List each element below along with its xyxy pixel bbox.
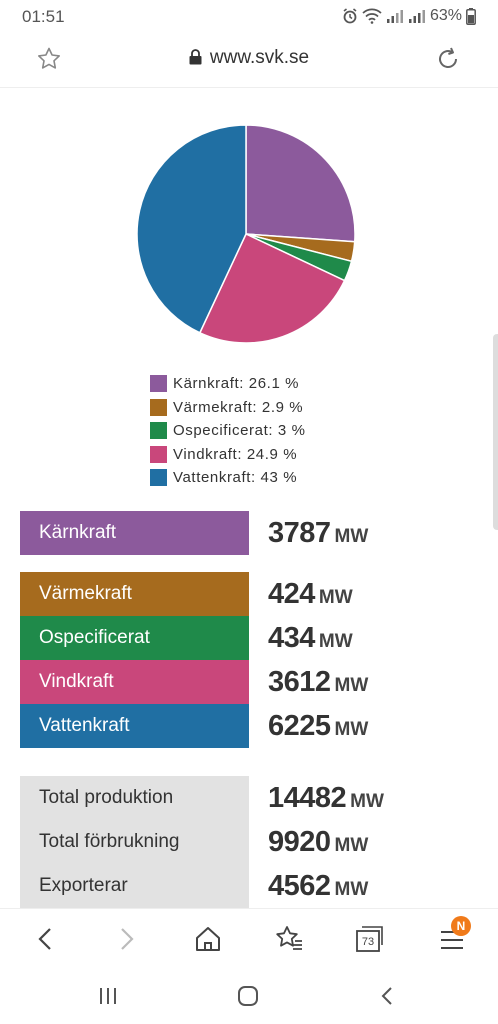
menu-badge: N	[451, 916, 471, 936]
legend-swatch	[150, 469, 167, 487]
lock-icon	[189, 49, 202, 65]
pie-chart-svg	[136, 124, 356, 344]
row-label: Exporterar	[20, 864, 249, 908]
legend-swatch	[150, 422, 167, 440]
battery-percent: 63%	[429, 7, 462, 24]
row-value: 9920 MW	[268, 820, 368, 864]
total-row: Total förbrukning 9920 MW	[20, 820, 480, 864]
value-number: 434	[268, 622, 315, 654]
star-icon[interactable]	[36, 46, 62, 72]
value-number: 6225	[268, 710, 331, 742]
home-nav-icon[interactable]	[236, 984, 260, 1008]
page-content: Kärnkraft: 26.1 % Värmekraft: 2.9 % Ospeci…	[0, 88, 498, 908]
total-row: Exporterar 4562 MW	[20, 864, 480, 908]
legend-label: Kärnkraft: 26.1 %	[173, 375, 300, 393]
tabs-count: 73	[361, 936, 375, 948]
row-value: 434 MW	[268, 616, 353, 660]
value-number: 4562	[268, 870, 331, 902]
row-label: Ospecificerat	[20, 616, 249, 660]
status-time: 01:51	[22, 7, 65, 26]
row-label: Värmekraft	[20, 572, 249, 616]
legend-item: Vindkraft: 24.9 %	[150, 443, 306, 467]
value-number: 14482	[268, 782, 347, 814]
legend-swatch	[150, 445, 167, 463]
pie-chart	[130, 118, 362, 350]
status-icons: 63%	[342, 7, 476, 25]
chart-legend: Kärnkraft: 26.1 % Värmekraft: 2.9 % Ospeci…	[150, 372, 306, 490]
legend-label: Värmekraft: 2.9 %	[173, 398, 304, 416]
value-unit: MW	[334, 526, 369, 547]
value-number: 3612	[268, 666, 331, 698]
reload-icon[interactable]	[434, 45, 462, 73]
legend-swatch	[150, 398, 167, 416]
back-icon[interactable]	[30, 923, 62, 955]
value-unit: MW	[350, 791, 384, 812]
forward-icon[interactable]	[110, 923, 142, 955]
recent-apps-icon[interactable]	[96, 984, 120, 1008]
row-label: Total produktion	[20, 776, 249, 820]
browser-toolbar: 73 N	[0, 908, 498, 968]
production-row: Vattenkraft 6225 MW	[20, 704, 480, 748]
legend-item: Värmekraft: 2.9 %	[150, 396, 306, 420]
value-number: 9920	[268, 826, 331, 858]
edge-panel-handle[interactable]	[493, 334, 498, 530]
signal-icon	[408, 10, 425, 23]
value-unit: MW	[334, 879, 369, 900]
battery-icon	[466, 7, 476, 25]
address-bar: www.svk.se	[0, 34, 498, 88]
signal-icon	[386, 10, 403, 23]
row-label: Total förbrukning	[20, 820, 249, 864]
row-value: 14482 MW	[268, 776, 384, 820]
legend-label: Ospecificerat: 3 %	[173, 422, 306, 440]
value-unit: MW	[318, 631, 353, 652]
legend-label: Vindkraft: 24.9 %	[173, 445, 298, 463]
value-unit: MW	[334, 835, 369, 856]
row-label: Kärnkraft	[20, 511, 249, 555]
value-unit: MW	[318, 587, 353, 608]
bookmarks-icon[interactable]	[273, 923, 305, 955]
url-field[interactable]: www.svk.se	[0, 47, 498, 69]
wifi-icon	[362, 8, 382, 24]
url-text: www.svk.se	[209, 47, 310, 68]
production-row: Värmekraft 424 MW	[20, 572, 480, 616]
production-row: Vindkraft 3612 MW	[20, 660, 480, 704]
legend-label: Vattenkraft: 43 %	[173, 469, 298, 487]
tabs-button[interactable]: 73	[354, 923, 386, 955]
total-row: Total produktion 14482 MW	[20, 776, 480, 820]
row-value: 4562 MW	[268, 864, 368, 908]
back-nav-icon[interactable]	[376, 984, 400, 1008]
value-unit: MW	[334, 675, 369, 696]
row-value: 424 MW	[268, 572, 353, 616]
status-bar: 01:51 63%	[0, 0, 498, 34]
pie-slice-kärnkraft[interactable]	[245, 124, 356, 243]
production-row: Kärnkraft 3787 MW	[20, 511, 480, 555]
legend-swatch	[150, 375, 167, 393]
production-row: Ospecificerat 434 MW	[20, 616, 480, 660]
row-value: 3612 MW	[268, 660, 368, 704]
value-unit: MW	[334, 719, 369, 740]
home-icon[interactable]	[192, 923, 224, 955]
row-value: 3787 MW	[268, 511, 368, 555]
row-label: Vindkraft	[20, 660, 249, 704]
row-label: Vattenkraft	[20, 704, 249, 748]
tabs-icon	[356, 926, 383, 952]
alarm-icon	[343, 8, 357, 24]
value-number: 3787	[268, 517, 331, 549]
android-nav-bar	[0, 968, 498, 1024]
pie-slice-vattenkraft[interactable]	[136, 124, 247, 334]
legend-item: Ospecificerat: 3 %	[150, 419, 306, 443]
legend-item: Kärnkraft: 26.1 %	[150, 372, 306, 396]
legend-item: Vattenkraft: 43 %	[150, 466, 306, 490]
row-value: 6225 MW	[268, 704, 368, 748]
value-number: 424	[268, 578, 315, 610]
pie-slice-vindkraft[interactable]	[198, 232, 346, 344]
